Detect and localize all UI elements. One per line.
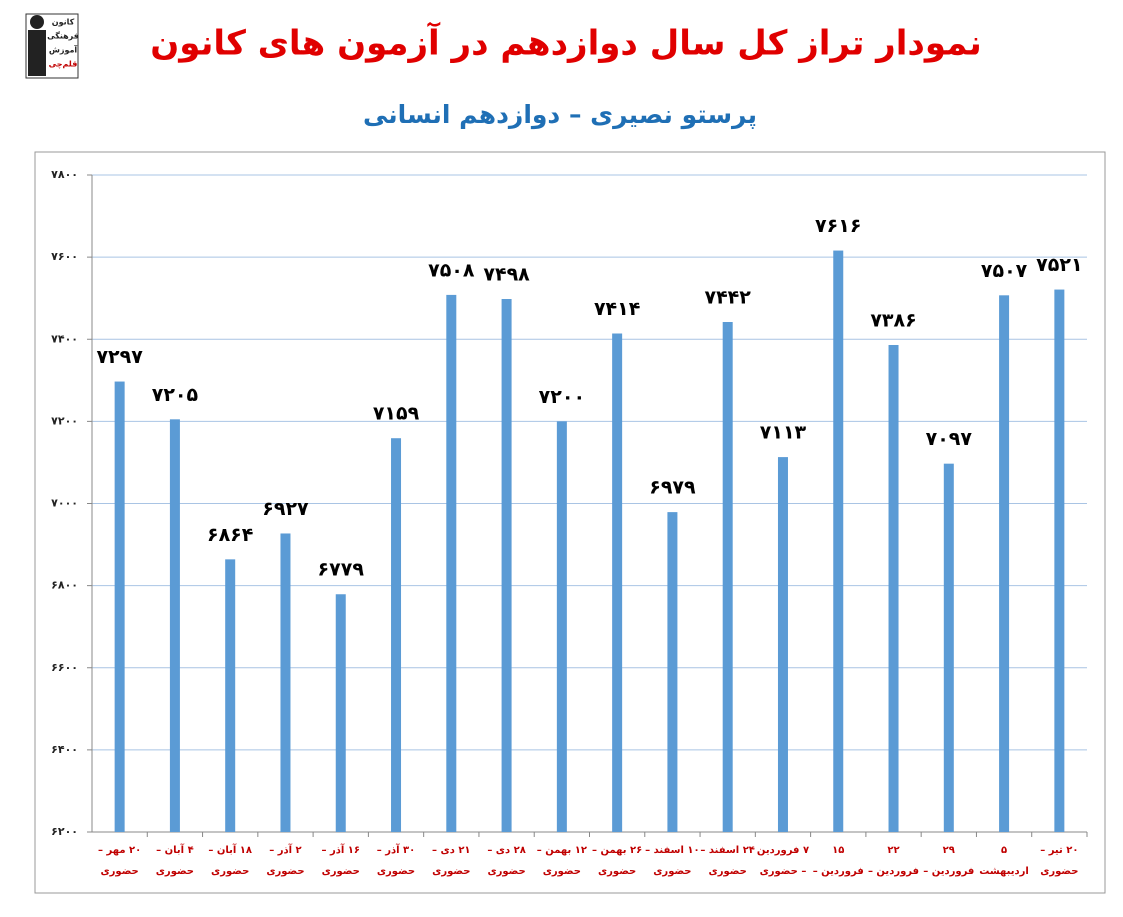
x-tick-label: ۱۰ اسفند – حضوری [645, 845, 700, 877]
x-tick-label: ۲۱ دی – حضوری [432, 845, 471, 877]
x-label-box: ۳۰ آذر – حضوری [376, 845, 416, 877]
bar [1054, 289, 1065, 833]
x-tick-label: ۷ فروردین – حضوری [756, 845, 810, 877]
bar [777, 457, 788, 832]
bar [722, 322, 733, 832]
logo-head [30, 15, 44, 29]
bar [280, 533, 291, 832]
data-label: ۷۶۱۶ [815, 215, 861, 237]
x-label-box: ۲۴ اسفند – حضوری [700, 845, 755, 877]
x-label-box: ۷ فروردین – حضوری [756, 845, 810, 877]
x-label-box: ۴ آبان – حضوری [155, 845, 195, 877]
data-label: ۷۴۱۴ [594, 298, 640, 320]
y-tick-label: ۷۰۰۰ [51, 497, 78, 510]
logo-text: آموزش [49, 45, 78, 56]
x-tick-label: ۱۲ بهمن – حضوری [536, 845, 587, 877]
data-label: ۷۴۴۲ [704, 287, 751, 309]
bar [446, 294, 457, 833]
logo-text: فرهنگی [47, 31, 79, 41]
data-label: ۶۹۷۹ [649, 477, 696, 499]
x-tick-label: ۲ آذر – حضوری [266, 845, 305, 877]
x-tick-label: ۴ آبان – حضوری [155, 845, 195, 877]
bar [943, 463, 954, 832]
data-label: ۷۰۹۷ [926, 428, 973, 450]
logo [25, 13, 79, 79]
logo-text: کانون [52, 18, 75, 27]
bar [667, 512, 678, 832]
data-label: ۶۸۶۴ [207, 524, 253, 546]
x-label-box: ۱۸ آبان – حضوری [208, 845, 252, 877]
data-label: ۶۷۷۹ [318, 559, 365, 581]
y-tick-label: ۷۸۰۰ [51, 168, 78, 181]
logo-text: قلم‌چی [49, 60, 78, 69]
x-label-box: ۲۹ فروردین – حضوری [923, 845, 975, 890]
x-tick-label: ۲۶ بهمن – حضوری [592, 845, 643, 877]
x-label-box: ۲۱ دی – حضوری [432, 845, 471, 877]
chart-subtitle: پرستو نصیری – دوازدهم انسانی [363, 100, 757, 130]
x-tick-label: ۲۲ فروردین – حضوری [867, 845, 920, 890]
x-label-box: ۲۶ بهمن – حضوری [592, 845, 643, 877]
bar [114, 381, 125, 832]
data-label: ۷۵۰۸ [428, 259, 475, 281]
x-label-box: ۱۵ فروردین – حضوری [812, 845, 864, 890]
bar [391, 438, 402, 832]
bar [556, 421, 567, 832]
chart-title: نمودار تراز کل سال دوازدهم در آزمون های … [150, 22, 982, 64]
x-label-box: ۱۶ آذر – حضوری [321, 845, 360, 877]
data-label: ۷۲۹۷ [96, 346, 143, 368]
x-tick-label: ۲۸ دی – حضوری [487, 845, 526, 877]
bar [999, 295, 1010, 832]
data-label: ۶۹۲۷ [262, 498, 309, 520]
x-label-box: ۲۰ مهر – حضوری [98, 845, 142, 877]
x-tick-label: ۱۸ آبان – حضوری [208, 845, 252, 877]
x-label-box: ۲ آذر – حضوری [266, 845, 305, 877]
x-tick-label: ۲۰ مهر – حضوری [98, 845, 142, 877]
data-label: ۷۵۲۱ [1036, 254, 1082, 276]
data-label: ۷۱۱۳ [760, 422, 807, 444]
y-tick-label: ۷۶۰۰ [51, 250, 78, 263]
x-tick-label: ۲۹ فروردین – حضوری [923, 845, 975, 890]
y-tick-label: ۶۴۰۰ [51, 743, 78, 756]
data-label: ۷۳۸۶ [870, 309, 916, 331]
x-tick-label: ۱۶ آذر – حضوری [321, 845, 360, 877]
x-label-box: ۵ اردیبهشت – حضوری [979, 845, 1029, 890]
chart-frame [34, 151, 1106, 894]
data-label: ۷۱۵۹ [373, 403, 420, 425]
bar [169, 419, 180, 832]
x-tick-label: ۱۵ فروردین – حضوری [812, 845, 864, 890]
y-tick-label: ۶۶۰۰ [51, 661, 78, 674]
data-label: ۷۲۰۰ [539, 386, 585, 408]
logo-figure [28, 30, 46, 76]
x-label-box: ۲۲ فروردین – حضوری [867, 845, 920, 890]
bar [335, 594, 346, 832]
data-label: ۷۴۹۸ [483, 264, 530, 286]
x-label-box: ۲۸ دی – حضوری [487, 845, 526, 877]
y-tick-label: ۶۲۰۰ [51, 825, 78, 838]
x-label-box: ۱۰ اسفند – حضوری [645, 845, 700, 877]
y-tick-label: ۶۸۰۰ [51, 579, 78, 592]
y-tick-label: ۷۲۰۰ [51, 414, 78, 427]
bar [225, 559, 236, 832]
x-label-box: ۱۲ بهمن – حضوری [536, 845, 587, 877]
x-tick-label: ۲۰ تیر – حضوری [1040, 845, 1079, 877]
x-tick-label: ۲۴ اسفند – حضوری [700, 845, 755, 877]
bar [833, 250, 844, 832]
bar [501, 299, 512, 832]
y-tick-label: ۷۴۰۰ [51, 332, 78, 345]
x-tick-label: ۵ اردیبهشت – حضوری [979, 845, 1029, 890]
x-label-box: ۲۰ تیر – حضوری [1040, 845, 1079, 877]
x-tick-label: ۳۰ آذر – حضوری [376, 845, 416, 877]
bar [612, 333, 623, 832]
data-label: ۷۵۰۷ [981, 260, 1028, 282]
bar [888, 344, 899, 832]
data-label: ۷۲۰۵ [152, 384, 199, 406]
